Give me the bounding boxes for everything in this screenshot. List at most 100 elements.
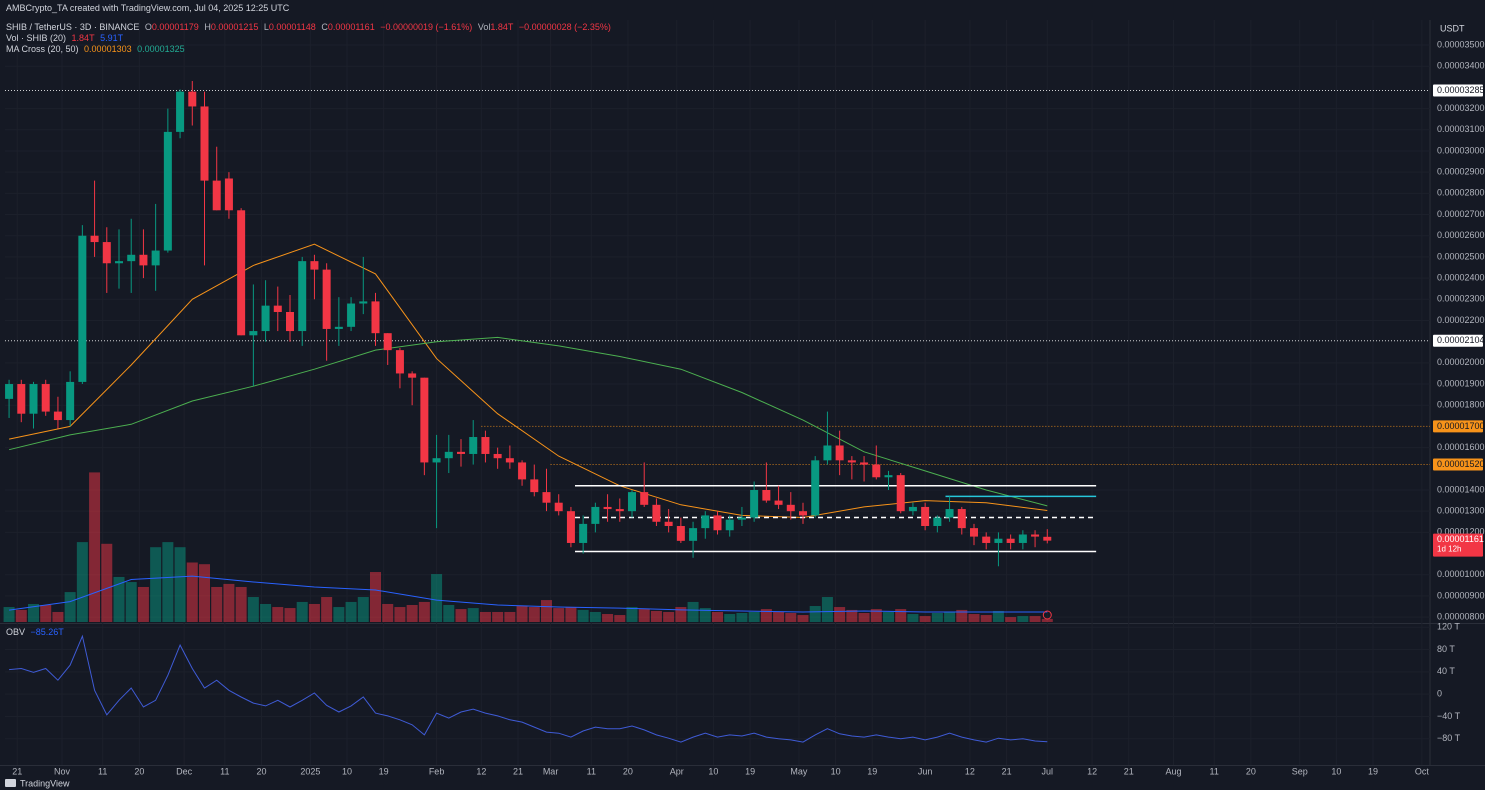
volume-bar xyxy=(479,611,491,622)
candle-body xyxy=(286,311,294,332)
candle-body xyxy=(860,462,869,465)
x-tick-label: May xyxy=(790,766,808,776)
volume-bar xyxy=(626,607,638,622)
candle-body xyxy=(957,509,966,529)
volume-bar xyxy=(455,609,467,622)
y-tick-label: 0.00002500 xyxy=(1437,251,1485,261)
y-tick-label: −80 T xyxy=(1437,733,1461,743)
volume-bar xyxy=(296,601,308,622)
candle-body xyxy=(713,515,722,531)
candle-body xyxy=(835,445,844,461)
volume-bar xyxy=(821,597,833,622)
candle-body xyxy=(982,536,991,543)
volume-bar xyxy=(541,600,552,622)
volume-bar xyxy=(418,601,430,622)
candle-body xyxy=(737,517,746,520)
volume-bar xyxy=(553,608,565,622)
volume-bar xyxy=(663,611,675,622)
volume-bar xyxy=(748,611,760,622)
level-label: 0.00002104 xyxy=(1437,335,1485,345)
y-tick-label: 0.00001400 xyxy=(1437,484,1485,494)
volume-bar xyxy=(211,586,223,622)
x-tick-label: 2025 xyxy=(300,766,320,776)
volume-bar xyxy=(64,592,76,622)
candle-body xyxy=(725,519,734,531)
candle-body xyxy=(786,504,795,512)
volume-bar xyxy=(907,614,919,622)
obv-line xyxy=(9,634,1048,743)
indicator-value: 5.91T xyxy=(100,33,124,43)
candle-body xyxy=(566,511,575,543)
volume-bar xyxy=(1017,616,1029,622)
y-tick-label: 0.00001300 xyxy=(1437,506,1485,516)
candle-body xyxy=(334,326,343,329)
level-label: 0.00001520 xyxy=(1437,459,1485,469)
volume-bar xyxy=(834,607,846,622)
candle-body xyxy=(530,479,539,493)
currency-label: USDT xyxy=(1440,23,1465,33)
candle-body xyxy=(53,411,62,421)
volume-bar xyxy=(638,609,650,622)
y-tick-label: 0.00000900 xyxy=(1437,590,1485,600)
y-tick-label: 0.00002700 xyxy=(1437,209,1485,219)
volume-bar xyxy=(162,542,174,622)
volume-bar xyxy=(846,609,858,622)
ma-line xyxy=(8,243,1048,519)
volume-bar xyxy=(724,614,736,622)
x-tick-label: 11 xyxy=(587,766,596,776)
indicator-name: OBV xyxy=(6,627,26,637)
volume-bar xyxy=(370,572,381,622)
credit: AMBCrypto_TA created with TradingView.co… xyxy=(6,3,290,13)
x-tick-label: Aug xyxy=(1165,766,1181,776)
volume-bar xyxy=(333,607,345,622)
x-tick-label: 11 xyxy=(1210,766,1219,776)
candle-body xyxy=(1043,536,1052,541)
ohlc-key: O xyxy=(144,22,152,32)
volume-bar xyxy=(760,609,772,622)
volume-bar xyxy=(602,614,614,622)
candle-body xyxy=(518,462,527,480)
y-tick-label: 0.00003500 xyxy=(1437,39,1485,49)
y-tick-label: 0.00002200 xyxy=(1437,315,1485,325)
candle-body xyxy=(139,254,148,266)
candle-body xyxy=(579,523,588,543)
volume-bar xyxy=(3,607,15,622)
y-tick-label: 0.00001900 xyxy=(1437,378,1485,388)
candle-body xyxy=(823,445,832,461)
volume-bar xyxy=(712,611,723,622)
candle-body xyxy=(505,458,514,463)
x-tick-label: 21 xyxy=(1124,766,1134,776)
candle-body xyxy=(420,377,429,463)
indicator-value: 0.00001303 xyxy=(84,44,132,54)
y-tick-label: 0.00003000 xyxy=(1437,145,1485,155)
volume-bar xyxy=(736,612,748,622)
volume-bar xyxy=(260,603,272,622)
volume-bar xyxy=(174,547,186,622)
candle-body xyxy=(591,506,600,524)
x-tick-label: 11 xyxy=(98,766,107,776)
volume-bar xyxy=(919,616,931,622)
volume-ma-line xyxy=(9,575,1048,613)
volume-bar xyxy=(406,605,418,622)
volume-bar xyxy=(382,603,394,622)
ohlc-value: 0.00001179 xyxy=(151,22,199,32)
ma-line xyxy=(8,336,1048,507)
candle-body xyxy=(896,475,905,512)
volume-bar xyxy=(516,606,528,622)
candle-body xyxy=(17,384,26,414)
brand-logo xyxy=(5,779,16,787)
candle-body xyxy=(359,301,368,304)
obv-legend: OBV −85.26T xyxy=(6,627,67,637)
candle-body xyxy=(151,250,160,266)
x-tick-label: 20 xyxy=(256,766,266,776)
y-tick-label: 0.00003200 xyxy=(1437,103,1485,113)
candle-body xyxy=(176,91,185,132)
candle-body xyxy=(200,106,209,181)
volume-bar xyxy=(357,597,369,622)
x-tick-label: 21 xyxy=(12,766,22,776)
x-tick-label: 10 xyxy=(1331,766,1341,776)
volume-bar xyxy=(492,611,504,622)
candle-body xyxy=(395,350,404,374)
candle-body xyxy=(908,506,917,512)
